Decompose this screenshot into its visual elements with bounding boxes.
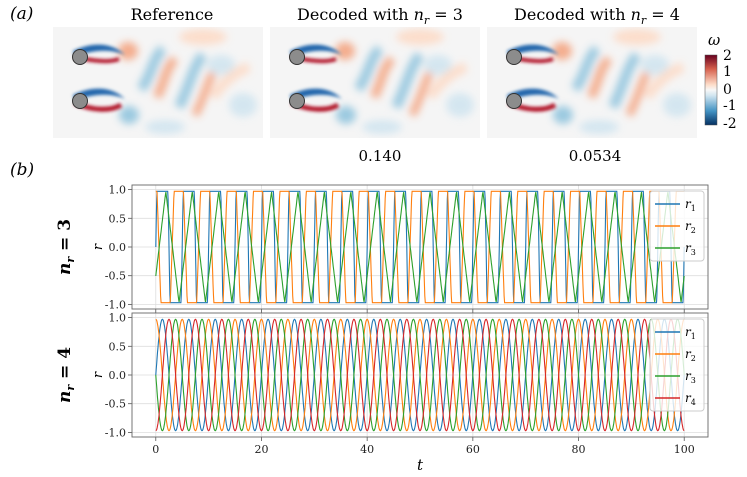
plot-frame [131,184,709,310]
legend-label-r2: r2 [685,219,696,235]
colorbar-tick: -1 [723,98,737,114]
colorbar-tick: 1 [723,64,732,80]
decoded-nr4-title: Decoded with nr = 4 [514,5,680,28]
decoded-nr3-title: Decoded with nr = 3 [297,5,463,28]
y-tick-label: 1.0 [109,312,127,325]
x-tick-label: 60 [466,443,480,456]
series-line-r3 [155,318,685,432]
y-tick-label: -0.5 [105,398,126,411]
legend-label-r1: r1 [685,325,696,341]
row-label: nr = 4 [55,347,77,403]
error-nr3: 0.140 [358,147,402,165]
legend-label-r1: r1 [685,197,696,213]
x-tick-label: 100 [674,443,695,456]
y-tick-label: 0.0 [109,241,127,254]
y-tick-label: -1.0 [105,426,126,439]
y-axis-label: r [91,371,106,378]
legend-label-r3: r3 [685,369,696,385]
series-line-r2 [155,190,685,304]
x-tick-label: 0 [152,443,159,456]
legend-label-r2: r2 [685,347,696,363]
series-line-r4 [155,318,685,432]
panel-a-label: (a) [10,4,34,24]
y-axis-label: r [91,243,106,250]
colorbar-tick: 0 [723,82,732,98]
panel-b-label: (b) [10,160,35,180]
y-tick-label: -1.0 [105,298,126,311]
colorbar-tick: -2 [723,116,737,132]
reference-title: Reference [130,5,214,24]
x-axis-label: t [417,456,424,474]
legend-label-r4: r4 [685,391,696,407]
legend-label-r3: r3 [685,241,696,257]
y-tick-label: 0.5 [109,212,127,225]
x-tick-label: 80 [572,443,586,456]
colorbar: ω 2 1 0 -1 -2 [704,31,737,132]
row-label: nr = 3 [55,219,77,275]
y-tick-label: 0.5 [109,340,127,353]
colorbar-tick: 2 [723,48,732,64]
vorticity-fields: ω 2 1 0 -1 -2 [0,0,737,170]
y-tick-label: -0.5 [105,270,126,283]
subplot-1: 1.0 0.5 0.0 -0.5 -1.0 r1 r2 r3 r nr = 3 [55,184,709,313]
series-line-r1 [155,190,685,304]
plot-frame [131,312,709,438]
legend-box [649,318,705,412]
series-line-r2 [155,318,685,432]
y-tick-label: 0.0 [109,369,127,382]
x-tick-label: 40 [360,443,374,456]
subplot-2: 1.0 0.5 0.0 -0.5 -1.0 0 20 40 60 80 100 r1 r2 r3 r4 r nr… [55,312,709,474]
error-nr4: 0.0534 [568,147,622,165]
y-tick-label: 1.0 [109,184,127,197]
series-line-r3 [155,191,685,303]
x-tick-label: 20 [254,443,268,456]
colorbar-symbol: ω [708,31,720,49]
